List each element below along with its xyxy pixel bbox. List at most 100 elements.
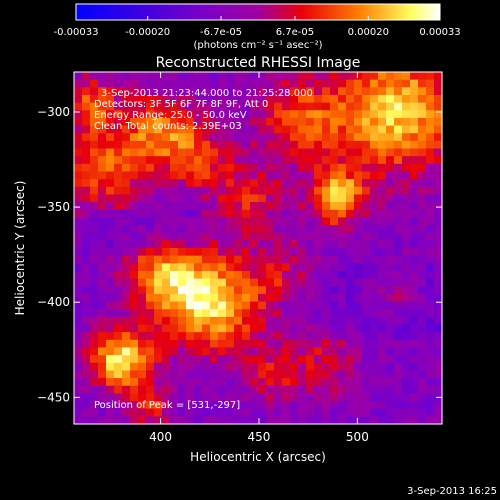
heatmap-cell: [298, 171, 307, 180]
heatmap-cell: [154, 171, 163, 180]
heatmap-cell: [234, 309, 243, 318]
heatmap-cell: [346, 94, 355, 104]
heatmap-cell: [314, 110, 323, 119]
heatmap-cell: [194, 125, 203, 134]
heatmap-cell: [418, 102, 427, 111]
heatmap-cell: [194, 362, 203, 372]
heatmap-cell: [250, 171, 259, 180]
heatmap-cell: [122, 125, 131, 134]
heatmap-cell: [322, 163, 331, 173]
heatmap-cell: [258, 270, 267, 280]
heatmap-cell: [410, 225, 419, 234]
heatmap-cell: [106, 393, 115, 402]
heatmap-cell: [274, 393, 283, 402]
heatmap-cell: [234, 94, 243, 104]
heatmap-cell: [146, 401, 155, 410]
heatmap-cell: [338, 248, 347, 257]
heatmap-cell: [98, 179, 107, 188]
heatmap-cell: [314, 94, 323, 104]
heatmap-cell: [338, 209, 347, 218]
heatmap-cell: [394, 79, 403, 88]
heatmap-cell: [346, 355, 355, 364]
heatmap-cell: [290, 171, 299, 180]
heatmap-cell: [162, 301, 171, 310]
heatmap-cell: [122, 72, 131, 81]
heatmap-cell: [138, 194, 147, 203]
heatmap-cell: [250, 163, 259, 173]
heatmap-cell: [346, 370, 355, 379]
heatmap-cell: [234, 416, 243, 425]
heatmap-cell: [266, 362, 275, 372]
heatmap-cell: [274, 232, 283, 241]
heatmap-cell: [114, 163, 123, 173]
heatmap-cell: [250, 278, 259, 287]
heatmap-cell: [362, 117, 371, 127]
heatmap-cell: [130, 186, 139, 196]
heatmap-cell: [306, 370, 315, 379]
heatmap-cell: [346, 194, 355, 203]
heatmap-cell: [138, 117, 147, 127]
heatmap-cell: [378, 156, 387, 165]
heatmap-cell: [98, 194, 107, 203]
heatmap-cell: [290, 286, 299, 295]
heatmap-cell: [306, 355, 315, 364]
heatmap-cell: [306, 102, 315, 111]
heatmap-cell: [418, 301, 427, 310]
heatmap-cell: [426, 94, 435, 104]
heatmap-cell: [266, 324, 275, 333]
heatmap-cell: [146, 378, 155, 387]
colorbar-tick-label: -0.00033: [54, 27, 99, 38]
heatmap-cell: [234, 79, 243, 88]
heatmap-cell: [378, 217, 387, 226]
heatmap-cell: [290, 278, 299, 287]
heatmap-cell: [162, 125, 171, 134]
heatmap-cell: [362, 232, 371, 241]
heatmap-cell: [402, 255, 411, 264]
heatmap-cell: [210, 286, 219, 295]
heatmap-cell: [178, 339, 187, 349]
heatmap-cell: [290, 370, 299, 379]
heatmap-cell: [138, 110, 147, 119]
heatmap-cell: [258, 355, 267, 364]
heatmap-cell: [354, 393, 363, 402]
heatmap-cell: [114, 362, 123, 372]
heatmap-cell: [434, 339, 443, 349]
heatmap-cell: [434, 309, 443, 318]
heatmap-cell: [178, 186, 187, 196]
heatmap-cell: [330, 125, 339, 134]
heatmap-cell: [178, 117, 187, 127]
heatmap-cell: [162, 263, 171, 272]
heatmap-cell: [290, 72, 299, 81]
heatmap-cell: [90, 179, 99, 188]
heatmap-cell: [202, 110, 211, 119]
heatmap-cell: [122, 332, 131, 341]
heatmap-cell: [386, 179, 395, 188]
heatmap-cell: [226, 270, 235, 280]
heatmap-cell: [162, 140, 171, 150]
heatmap-cell: [82, 179, 91, 188]
heatmap-cell: [426, 309, 435, 318]
heatmap-cell: [434, 156, 443, 165]
heatmap-cell: [162, 148, 171, 157]
heatmap-cell: [186, 255, 195, 264]
heatmap-cell: [354, 416, 363, 425]
heatmap-cell: [378, 362, 387, 372]
heatmap-cell: [354, 102, 363, 111]
heatmap-cell: [122, 194, 131, 203]
heatmap-cell: [170, 110, 179, 119]
heatmap-cell: [266, 102, 275, 111]
heatmap-cell: [170, 385, 179, 394]
heatmap-cell: [138, 286, 147, 295]
heatmap-cell: [226, 171, 235, 180]
heatmap-cell: [162, 225, 171, 234]
heatmap-cell: [234, 301, 243, 310]
heatmap-cell: [90, 240, 99, 249]
heatmap-cell: [426, 225, 435, 234]
heatmap-cell: [322, 156, 331, 165]
heatmap-cell: [426, 270, 435, 280]
heatmap-cell: [282, 87, 291, 96]
heatmap-cell: [170, 370, 179, 379]
heatmap-cell: [266, 339, 275, 349]
heatmap-cell: [378, 270, 387, 280]
heatmap-cell: [226, 179, 235, 188]
